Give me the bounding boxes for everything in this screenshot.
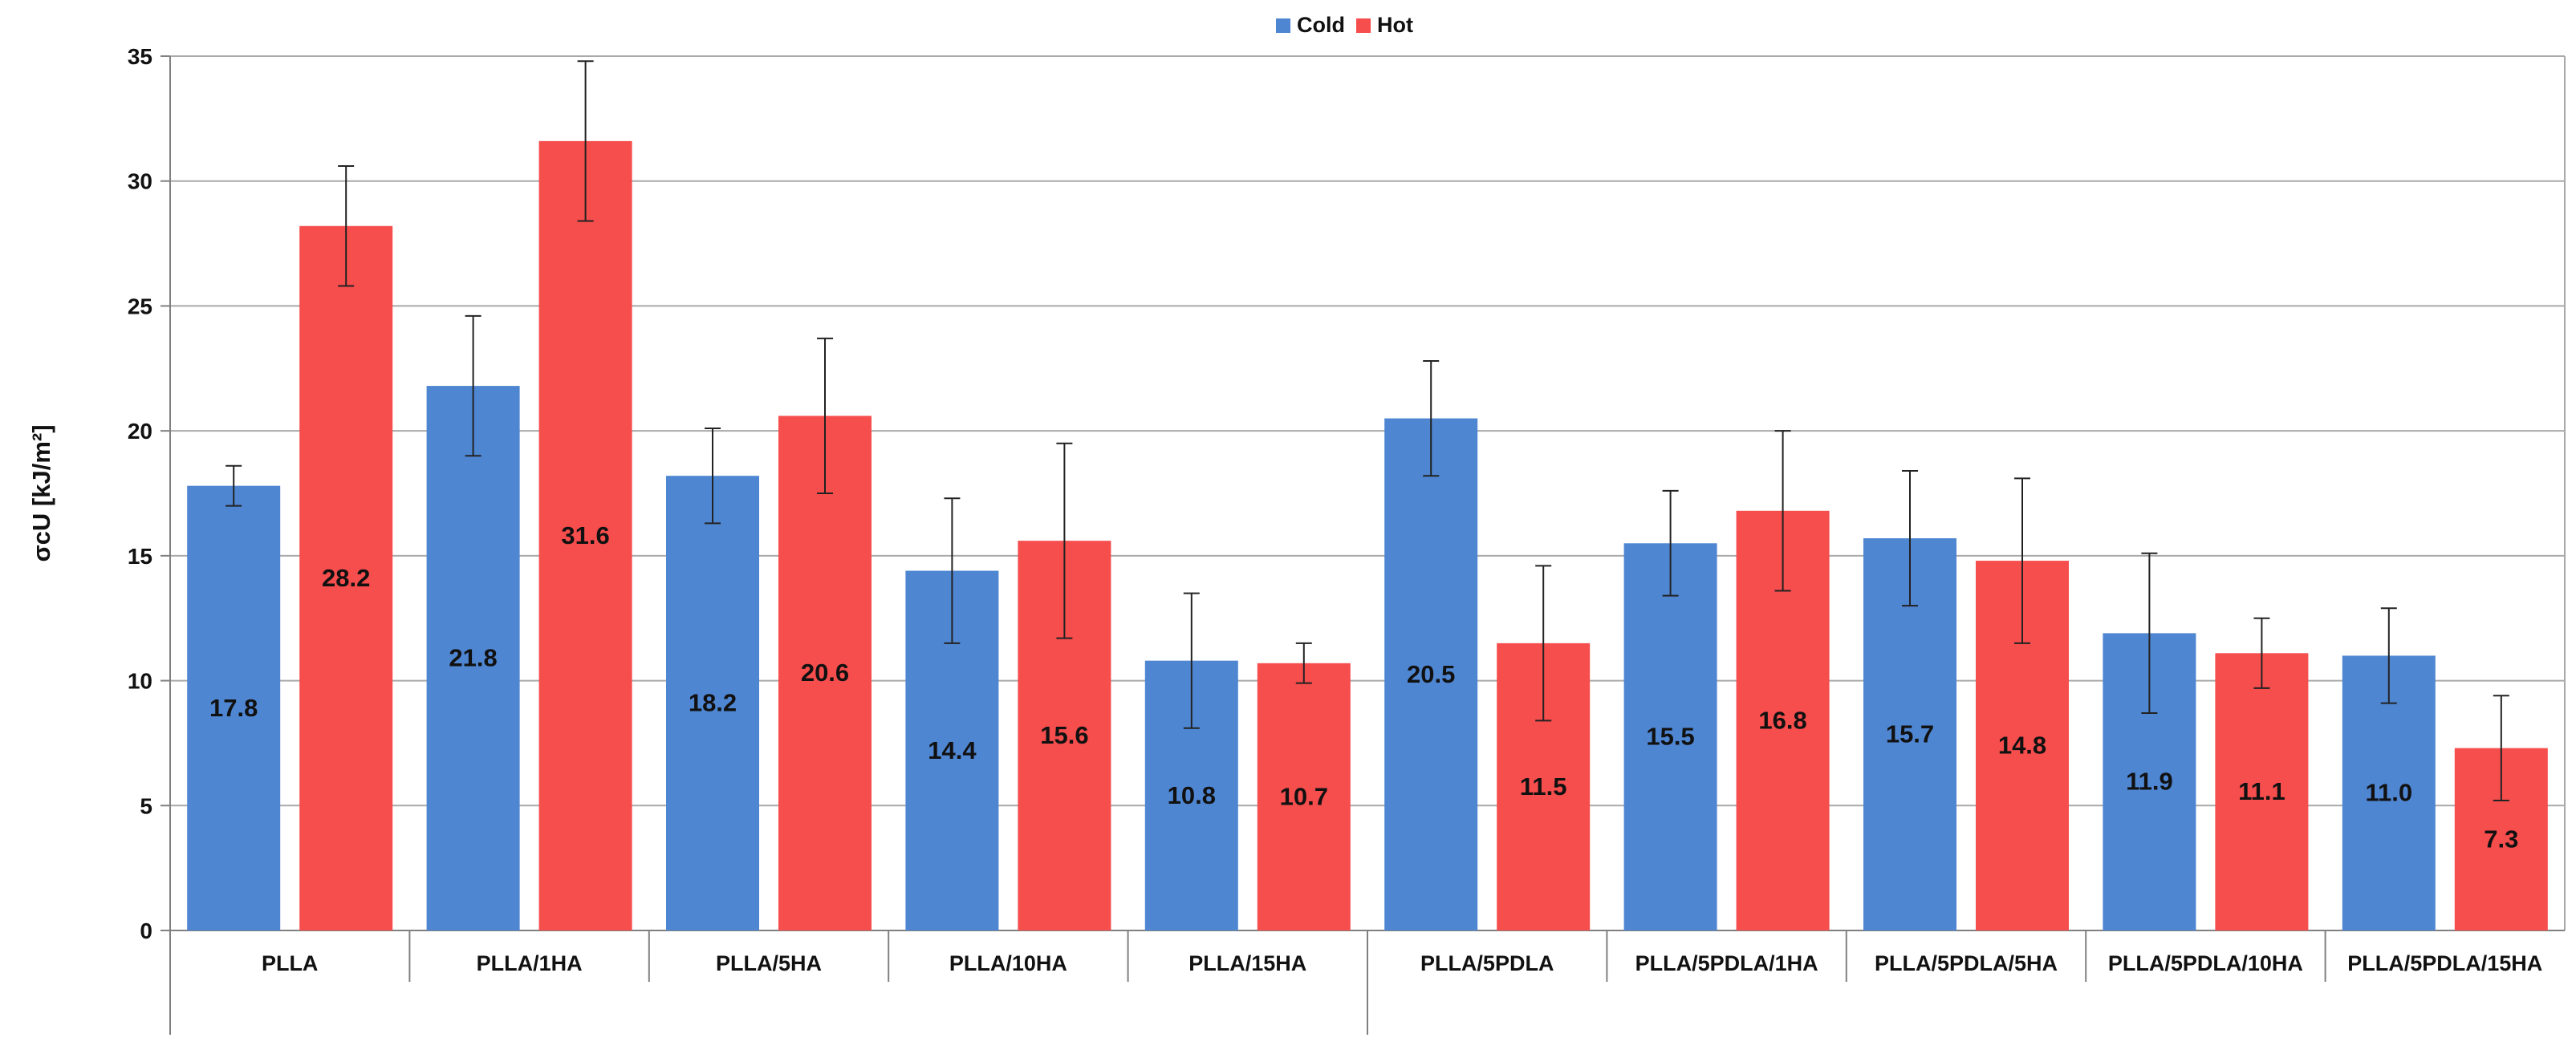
legend-swatch-cold bbox=[1276, 18, 1290, 33]
data-label-cold: 14.4 bbox=[928, 736, 977, 764]
bar-hot bbox=[538, 140, 632, 930]
y-tick-label: 25 bbox=[128, 294, 152, 318]
data-label-hot: 16.8 bbox=[1758, 706, 1806, 734]
x-tick-label: PLLA bbox=[262, 951, 319, 975]
data-label-cold: 11.0 bbox=[2365, 779, 2412, 807]
data-label-hot: 7.3 bbox=[2484, 825, 2518, 853]
y-tick-label: 35 bbox=[128, 44, 152, 69]
bar-cold bbox=[1384, 418, 1478, 930]
data-label-cold: 15.7 bbox=[1886, 720, 1934, 748]
data-label-hot: 15.6 bbox=[1040, 721, 1088, 749]
x-tick-label: PLLA/1HA bbox=[477, 951, 583, 975]
data-label-cold: 20.5 bbox=[1407, 660, 1455, 688]
x-tick-label: PLLA/5PDLA bbox=[1420, 951, 1554, 975]
legend-item-hot: Hot bbox=[1356, 13, 1413, 38]
data-label-hot: 10.7 bbox=[1280, 782, 1328, 810]
legend-swatch-hot bbox=[1356, 18, 1371, 33]
data-label-cold: 17.8 bbox=[209, 694, 258, 722]
bar-cold bbox=[187, 485, 281, 930]
legend-item-cold: Cold bbox=[1276, 13, 1345, 38]
bar-hot bbox=[299, 225, 393, 930]
y-tick-label: 20 bbox=[128, 419, 152, 444]
y-tick-label: 15 bbox=[128, 544, 152, 569]
bar-hot bbox=[2215, 653, 2309, 930]
x-tick-label: PLLA/5PDLA/10HA bbox=[2108, 951, 2303, 975]
data-label-cold: 21.8 bbox=[449, 644, 497, 672]
data-label-cold: 18.2 bbox=[689, 689, 737, 717]
y-tick-label: 30 bbox=[128, 169, 152, 194]
y-tick-label: 0 bbox=[140, 918, 152, 943]
x-tick-label: PLLA/10HA bbox=[949, 951, 1067, 975]
x-tick-label: PLLA/15HA bbox=[1188, 951, 1306, 975]
data-label-cold: 11.9 bbox=[2126, 768, 2173, 796]
data-label-hot: 11.1 bbox=[2238, 777, 2285, 805]
x-tick-label: PLLA/5HA bbox=[716, 951, 822, 975]
y-axis-label: σcU [kJ/m²] bbox=[27, 424, 55, 561]
y-tick-label: 5 bbox=[140, 793, 152, 818]
bar-cold bbox=[666, 476, 759, 930]
bar-hot bbox=[778, 416, 872, 930]
bar-cold bbox=[426, 386, 520, 931]
data-label-hot: 20.6 bbox=[801, 659, 849, 687]
legend-label-cold: Cold bbox=[1297, 13, 1345, 37]
data-label-hot: 11.5 bbox=[1520, 772, 1567, 801]
data-label-cold: 15.5 bbox=[1646, 723, 1694, 751]
data-label-hot: 14.8 bbox=[1998, 732, 2046, 760]
x-tick-label: PLLA/5PDLA/1HA bbox=[1635, 951, 1818, 975]
data-label-hot: 31.6 bbox=[561, 521, 609, 549]
bar-hot bbox=[1257, 663, 1351, 930]
data-label-cold: 10.8 bbox=[1168, 781, 1216, 809]
bar-cold bbox=[1623, 543, 1717, 930]
data-label-hot: 28.2 bbox=[322, 564, 370, 592]
y-tick-label: 10 bbox=[128, 669, 152, 694]
x-tick-label: PLLA/5PDLA/15HA bbox=[2347, 951, 2542, 975]
x-tick-label: PLLA/5PDLA/5HA bbox=[1875, 951, 2058, 975]
legend-label-hot: Hot bbox=[1377, 13, 1413, 37]
legend: Cold Hot bbox=[1276, 13, 1413, 38]
